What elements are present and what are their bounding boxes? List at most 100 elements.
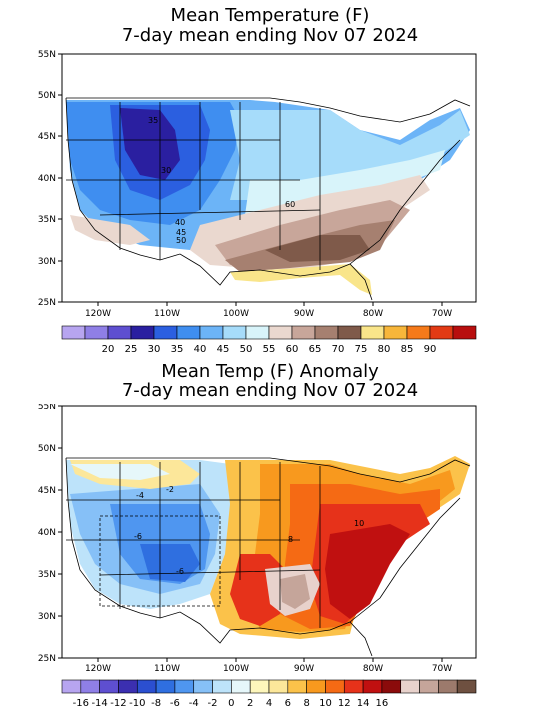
colorbar-swatch — [337, 325, 362, 340]
colorbar-swatch — [325, 679, 345, 694]
colorbar-label: 85 — [401, 344, 414, 355]
lon-label-120w: 120W — [85, 664, 111, 674]
colorbar-label: 4 — [266, 698, 272, 709]
latitude-axis: 55N 50N 45N 40N 35N 30N 25N — [38, 50, 62, 308]
lon-label-90w: 90W — [294, 309, 314, 319]
colorbar-swatch — [249, 679, 270, 694]
lat-label-30n: 30N — [38, 612, 56, 622]
contour-label: 8 — [288, 535, 293, 544]
colorbar-swatch — [130, 325, 155, 340]
lon-label-80w: 80W — [363, 309, 383, 319]
colorbar-label: 75 — [355, 344, 368, 355]
lat-label-25n: 25N — [38, 298, 56, 308]
lat-label-40n: 40N — [38, 528, 56, 538]
anomaly-field — [66, 456, 470, 639]
colorbar-label: -8 — [151, 698, 161, 709]
lon-label-70w: 70W — [432, 664, 452, 674]
colorbar-label: 80 — [378, 344, 391, 355]
temperature-field — [66, 100, 470, 295]
colorbar-label: -10 — [129, 698, 145, 709]
colorbar-swatch — [383, 325, 408, 340]
colorbar-swatch — [291, 325, 316, 340]
lon-label-120w: 120W — [85, 309, 111, 319]
colorbar-swatch — [84, 325, 109, 340]
lon-label-70w: 70W — [432, 309, 452, 319]
colorbar-label: -16 — [73, 698, 89, 709]
colorbar-label: 14 — [357, 698, 370, 709]
colorbar-swatch — [360, 325, 385, 340]
panel2-title-line2: 7-day mean ending Nov 07 2024 — [121, 380, 419, 401]
colorbar-swatch — [212, 679, 232, 694]
lon-label-80w: 80W — [363, 664, 383, 674]
panel2-title-line1: Mean Temp (F) Anomaly — [161, 361, 379, 382]
colorbar-label: 55 — [263, 344, 276, 355]
colorbar-label: 30 — [148, 344, 161, 355]
colorbar-swatch — [107, 325, 132, 340]
colorbar-label: 20 — [102, 344, 115, 355]
colorbar-swatch — [438, 679, 458, 694]
colorbar-label: 25 — [125, 344, 138, 355]
mean-temperature-map: 55N 50N 45N 40N 35N 30N 25N 120W 110W 10… — [38, 50, 477, 355]
lon-label-110w: 110W — [154, 309, 180, 319]
colorbar-swatch — [456, 679, 477, 694]
lat-label-30n: 30N — [38, 257, 56, 267]
lat-label-50n: 50N — [38, 91, 56, 101]
contour-label: -4 — [136, 491, 144, 500]
panel1-title-line2: 7-day mean ending Nov 07 2024 — [121, 25, 419, 46]
colorbar-swatch — [343, 679, 364, 694]
lat-label-45n: 45N — [38, 486, 56, 496]
lat-label-40n: 40N — [38, 174, 56, 184]
colorbar-swatch — [193, 679, 213, 694]
colorbar-swatch — [222, 325, 247, 340]
colorbar-swatch — [61, 325, 86, 340]
colorbar-label: 6 — [285, 698, 291, 709]
longitude-axis: 120W 110W 100W 90W 80W 70W — [85, 302, 452, 319]
colorbar-swatch — [287, 679, 307, 694]
colorbar-swatch — [306, 679, 326, 694]
temperature-colorbar: 20 25 30 35 40 45 50 55 60 65 70 75 80 85 90 — [61, 325, 477, 355]
colorbar-swatch — [362, 679, 383, 694]
colorbar-swatch — [99, 679, 119, 694]
colorbar-label: -12 — [110, 698, 126, 709]
colorbar-swatch — [118, 679, 138, 694]
contour-label: 10 — [354, 519, 364, 528]
colorbar-label: 12 — [338, 698, 351, 709]
coastlines-and-borders — [65, 457, 471, 657]
colorbar-swatch — [231, 679, 251, 694]
colorbar-swatch — [400, 679, 420, 694]
colorbar-label: 8 — [303, 698, 309, 709]
lat-label-35n: 35N — [38, 215, 56, 225]
contour-label: 40 — [175, 218, 185, 227]
contour-label: 60 — [285, 200, 295, 209]
lat-label-50n: 50N — [38, 444, 56, 454]
colorbar-label: 40 — [194, 344, 207, 355]
colorbar-swatch — [268, 679, 289, 694]
lat-label-55n: 55N — [38, 50, 56, 60]
lat-label-45n: 45N — [38, 132, 56, 142]
colorbar-swatch — [174, 679, 195, 694]
colorbar-label: 65 — [309, 344, 322, 355]
panel1-title-line1: Mean Temperature (F) — [170, 5, 370, 26]
lat-label-25n: 25N — [38, 654, 56, 664]
colorbar-label: 50 — [240, 344, 253, 355]
temperature-anomaly-map: 55N 50N 45N 40N 35N 30N 25N 120W 110W 10… — [38, 404, 477, 709]
colorbar-swatch — [80, 679, 100, 694]
colorbar-swatch — [61, 679, 82, 694]
coastlines-and-borders — [65, 97, 471, 301]
colorbar-label: 10 — [319, 698, 332, 709]
lon-label-110w: 110W — [154, 664, 180, 674]
contour-labels: -4 -2 -6 -6 8 10 — [134, 485, 364, 576]
colorbar-label: 0 — [228, 698, 234, 709]
contour-label: 45 — [176, 228, 186, 237]
colorbar-label: -4 — [189, 698, 199, 709]
colorbar-swatch — [419, 679, 439, 694]
colorbar-label: 45 — [217, 344, 230, 355]
colorbar-swatch — [153, 325, 178, 340]
anomaly-colorbar: -16 -14 -12 -10 -8 -6 -4 -2 0 2 4 6 8 10 12 14 16 — [61, 679, 477, 709]
colorbar-swatch — [314, 325, 339, 340]
contour-labels: 35 30 40 45 50 60 — [148, 116, 295, 245]
colorbar-swatch — [381, 679, 402, 694]
colorbar-label: -14 — [91, 698, 107, 709]
colorbar-label: -2 — [208, 698, 218, 709]
contour-label: -6 — [134, 532, 142, 541]
